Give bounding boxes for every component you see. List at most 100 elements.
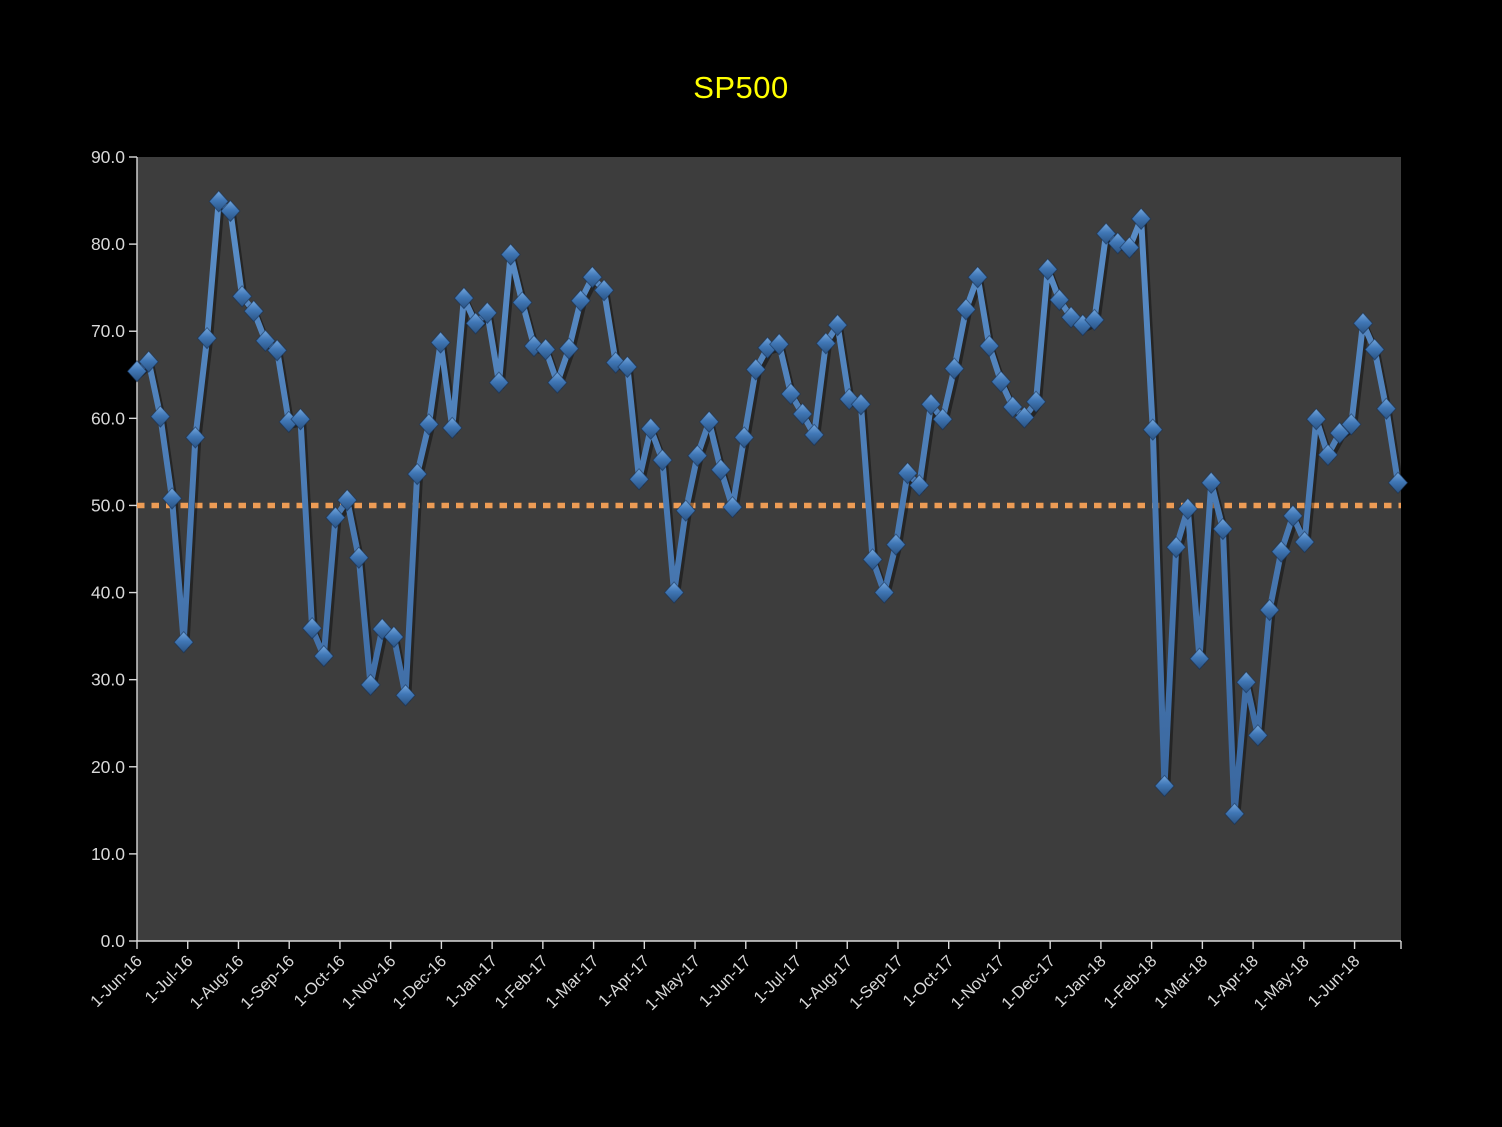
data-point-marker (325, 506, 346, 529)
data-point-marker (1376, 397, 1397, 420)
data-point-marker (722, 495, 743, 519)
data-point-marker (769, 333, 790, 356)
data-point-marker (1247, 724, 1269, 747)
data-point-marker (185, 426, 206, 449)
data-point-marker (920, 393, 942, 416)
data-point-marker (1364, 338, 1385, 361)
data-point-marker (570, 289, 591, 312)
data-point-marker (850, 393, 872, 416)
x-axis-label: 1-Nov-17 (948, 952, 1009, 1013)
data-point-marker (1271, 540, 1292, 563)
data-point-marker (161, 487, 183, 510)
data-point-marker (745, 358, 766, 381)
data-point-marker (442, 416, 463, 440)
data-point-marker (1154, 774, 1175, 798)
x-axis-label: 1-Nov-16 (339, 952, 400, 1013)
data-point-marker (1212, 517, 1234, 541)
data-point-marker (138, 350, 159, 373)
data-point-marker (1317, 443, 1339, 467)
data-point-marker (1294, 530, 1315, 554)
data-point-marker (897, 461, 918, 485)
data-point-marker (990, 370, 1012, 393)
data-point-marker (698, 410, 720, 434)
data-point-marker (675, 499, 696, 522)
data-point-marker (535, 338, 556, 361)
data-point-marker (733, 426, 755, 449)
data-point-marker (1201, 471, 1222, 495)
data-point-marker (1130, 207, 1152, 231)
data-point-marker (348, 546, 370, 569)
data-point-marker (208, 190, 229, 213)
data-point-marker (617, 355, 638, 379)
data-point-marker (243, 299, 264, 323)
data-point-marker (558, 337, 580, 360)
data-point-marker (885, 533, 907, 556)
data-point-marker (827, 313, 848, 337)
data-point-marker (687, 444, 708, 468)
x-axis-label: 1-Feb-18 (1100, 952, 1160, 1012)
y-axis-label: 40.0 (91, 583, 125, 603)
data-point-marker (290, 407, 311, 431)
data-point-marker (523, 334, 545, 358)
data-point-marker (173, 630, 194, 654)
x-axis-label: 1-Dec-16 (389, 952, 450, 1013)
data-point-marker (1025, 390, 1047, 414)
data-point-marker (1084, 308, 1105, 332)
data-point-marker (932, 407, 953, 431)
y-axis-label: 20.0 (91, 757, 125, 777)
data-point-marker (383, 625, 405, 649)
data-point-marker (231, 285, 253, 308)
data-point-marker (909, 474, 930, 497)
y-axis-label: 50.0 (91, 495, 125, 515)
data-point-marker (663, 581, 685, 604)
x-axis-label: 1-May-18 (1251, 952, 1313, 1014)
data-point-marker (874, 581, 895, 604)
data-point-marker (407, 462, 428, 486)
data-point-marker (266, 339, 288, 362)
data-point-marker (1387, 471, 1409, 495)
x-axis-label: 1-Aug-17 (795, 952, 856, 1013)
y-axis-label: 30.0 (91, 670, 125, 690)
data-point-marker (652, 448, 673, 472)
data-point-marker (150, 405, 171, 428)
data-point-marker (1282, 504, 1304, 528)
data-point-marker (1037, 258, 1058, 281)
data-point-marker (126, 360, 148, 383)
data-point-marker (640, 417, 661, 441)
data-point-marker (1177, 497, 1199, 521)
data-point-marker (477, 301, 498, 325)
data-point-marker (967, 265, 988, 289)
data-point-marker (1306, 407, 1327, 431)
x-axis-label: 1-Feb-17 (492, 952, 552, 1012)
data-point-marker (512, 291, 533, 314)
y-axis-label: 90.0 (91, 147, 125, 167)
data-point-marker (500, 243, 521, 266)
data-point-marker (1189, 647, 1210, 671)
data-point-marker (1236, 671, 1257, 694)
data-point-marker (582, 265, 603, 289)
y-axis-label: 80.0 (91, 234, 125, 254)
x-axis-label: 1-Jun-16 (87, 952, 146, 1011)
data-point-marker (792, 402, 813, 426)
data-point-marker (979, 334, 1000, 358)
data-point-marker (1341, 413, 1362, 436)
data-point-marker (1095, 222, 1117, 245)
data-point-marker (1259, 598, 1280, 622)
data-point-marker (839, 387, 860, 411)
x-axis-label: 1-Mar-17 (542, 952, 602, 1012)
chart-title: SP500 (693, 70, 789, 105)
data-point-marker (465, 312, 486, 335)
data-point-marker (710, 458, 731, 481)
data-point-marker (1224, 802, 1245, 826)
data-point-marker (1049, 288, 1070, 312)
x-axis-label: 1-Jun-17 (696, 952, 755, 1011)
data-point-marker (815, 332, 837, 355)
x-axis-label: 1-Sep-16 (237, 952, 298, 1013)
data-point-marker (804, 423, 825, 447)
data-point-marker (1002, 395, 1023, 419)
x-axis-label: 1-Dec-17 (998, 952, 1059, 1013)
data-point-marker (628, 468, 650, 491)
y-axis-label: 70.0 (91, 321, 125, 341)
